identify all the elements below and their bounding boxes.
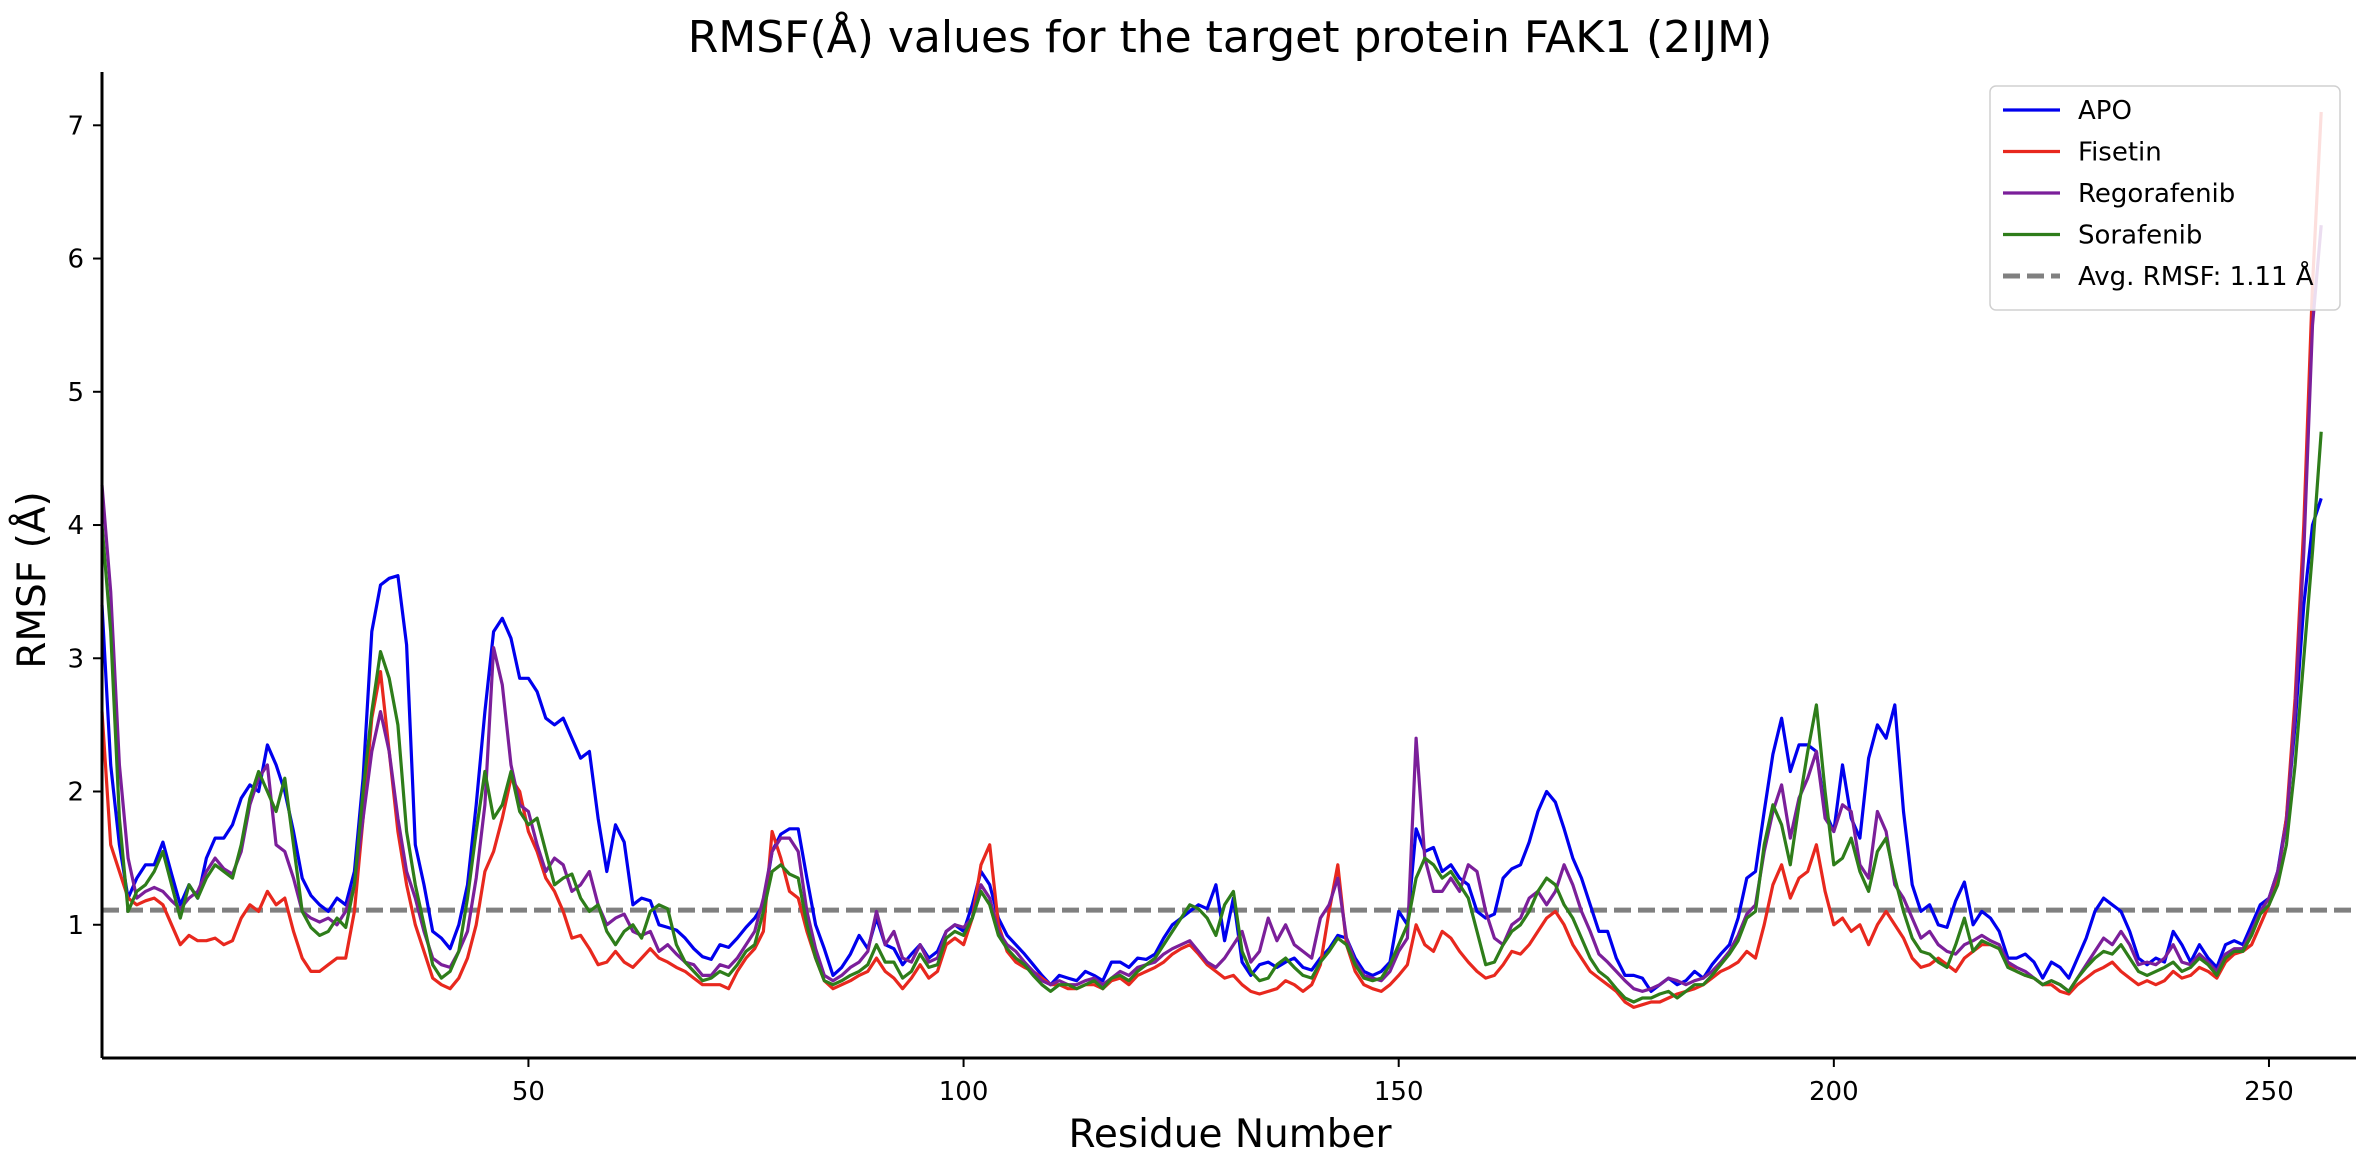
series-line-regorafenib (100, 225, 2323, 993)
y-tick-label: 1 (67, 911, 84, 941)
y-tick-label: 2 (67, 778, 84, 808)
x-tick-label: 250 (2244, 1077, 2294, 1107)
legend-label: Regorafenib (2078, 179, 2235, 209)
x-tick-label: 150 (1374, 1077, 1424, 1107)
x-tick-label: 50 (512, 1077, 545, 1107)
legend-label: Fisetin (2078, 138, 2162, 168)
chart-title: RMSF(Å) values for the target protein FA… (688, 10, 1773, 63)
legend-frame (1989, 85, 2341, 311)
x-axis-label: Residue Number (1068, 1112, 1392, 1157)
legend-label: Avg. RMSF: 1.11 Å (2078, 260, 2314, 292)
series-line-fisetin (100, 111, 2323, 1009)
series-lines (100, 111, 2323, 1009)
y-tick-label: 6 (67, 245, 84, 275)
x-tick-label: 100 (939, 1077, 989, 1107)
series-line-sorafenib (100, 431, 2323, 1004)
y-axis-label: RMSF (Å) (8, 491, 55, 668)
legend-label: Sorafenib (2078, 221, 2202, 251)
legend-label: APO (2078, 96, 2132, 126)
axes: 50 100 150 200 250 1 2 3 4 5 6 7 (67, 72, 2356, 1107)
series-line-apo (100, 497, 2323, 993)
y-tick-label: 4 (67, 511, 84, 541)
x-tick-label: 200 (1809, 1077, 1859, 1107)
y-tick-label: 5 (67, 378, 84, 408)
legend: APO Fisetin Regorafenib Sorafenib Avg. RMSF:… (1989, 85, 2341, 311)
y-tick-label: 7 (67, 111, 84, 141)
y-tick-label: 3 (67, 644, 84, 674)
